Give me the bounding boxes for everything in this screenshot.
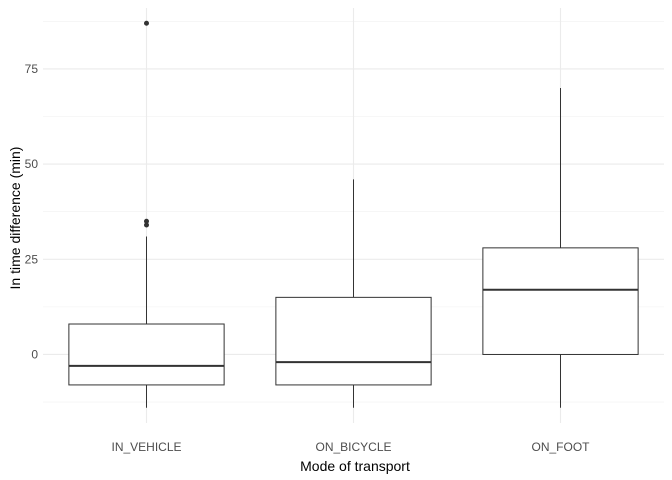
outlier-point bbox=[144, 222, 149, 228]
outlier-point bbox=[144, 218, 149, 224]
x-tick-label: ON_BICYCLE bbox=[315, 440, 391, 454]
x-tick-label: IN_VEHICLE bbox=[111, 440, 181, 454]
x-axis-ticks: IN_VEHICLE ON_BICYCLE ON_FOOT bbox=[111, 440, 590, 454]
outlier-point bbox=[144, 20, 149, 26]
y-tick-label: 50 bbox=[25, 157, 39, 171]
box-iqr bbox=[68, 323, 225, 386]
y-tick-label: 75 bbox=[25, 62, 39, 76]
y-tick-label: 0 bbox=[31, 347, 38, 361]
y-tick-label: 25 bbox=[25, 252, 39, 266]
x-axis-title: Mode of transport bbox=[300, 458, 410, 474]
box-iqr bbox=[275, 296, 432, 386]
y-axis-title: In time difference (min) bbox=[7, 147, 23, 290]
box-iqr bbox=[482, 247, 639, 355]
x-tick-label: ON_FOOT bbox=[531, 440, 590, 454]
y-axis-ticks: 0 25 50 75 bbox=[25, 62, 39, 362]
box-series bbox=[68, 20, 639, 408]
